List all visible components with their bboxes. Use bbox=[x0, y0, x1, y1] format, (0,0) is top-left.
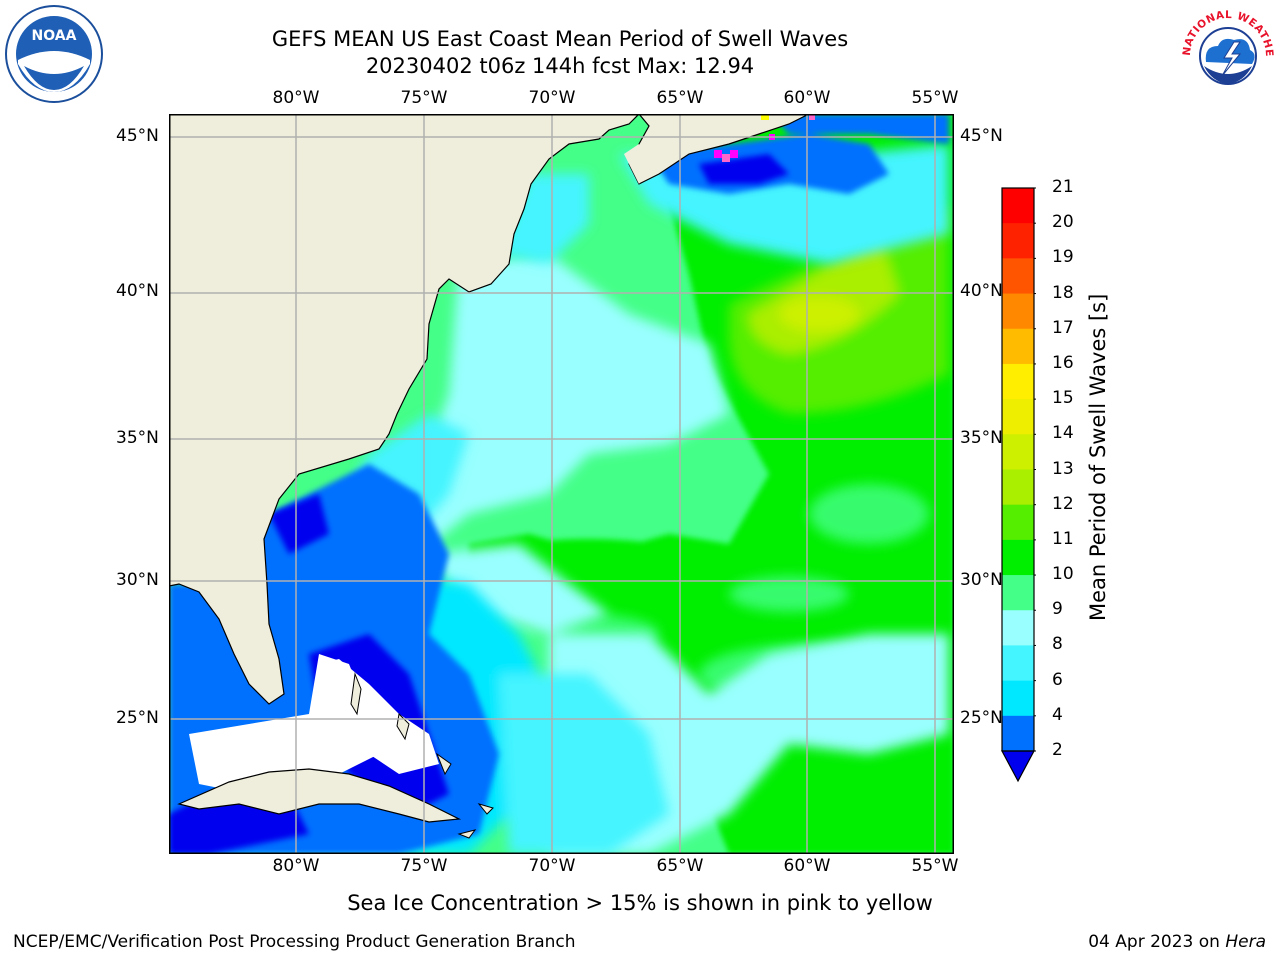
lat-label-left: 35°N bbox=[116, 428, 159, 448]
colorbar-band bbox=[1002, 223, 1034, 259]
colorbar-band bbox=[1002, 715, 1034, 752]
footer-date-text: 04 Apr 2023 on bbox=[1088, 932, 1220, 952]
footer-org: NCEP/EMC/Verification Post Processing Pr… bbox=[13, 932, 576, 952]
colorbar-tick-label: 14 bbox=[1052, 423, 1074, 444]
swell-period-map bbox=[169, 114, 954, 854]
noaa-logo-text: NOAA bbox=[32, 28, 77, 44]
lon-label-bottom: 75°W bbox=[400, 856, 448, 876]
colorbar-band bbox=[1002, 293, 1034, 330]
colorbar-tick-label: 16 bbox=[1052, 352, 1074, 373]
lat-label-right: 45°N bbox=[960, 126, 1003, 146]
lon-label-bottom: 60°W bbox=[783, 856, 831, 876]
colorbar-band bbox=[1002, 188, 1034, 224]
lat-label-left: 40°N bbox=[116, 281, 159, 301]
colorbar-tick-label: 11 bbox=[1052, 528, 1074, 549]
lon-label-bottom: 70°W bbox=[528, 856, 576, 876]
colorbar-tick-label: 10 bbox=[1052, 564, 1074, 585]
map-panel bbox=[169, 114, 954, 854]
lon-label-bottom: 55°W bbox=[911, 856, 959, 876]
colorbar bbox=[1000, 186, 1038, 786]
lon-label-bottom: 65°W bbox=[656, 856, 704, 876]
lat-label-left: 25°N bbox=[116, 708, 159, 728]
colorbar-band bbox=[1002, 258, 1034, 295]
colorbar-tick-label: 8 bbox=[1052, 634, 1063, 655]
lon-label-top: 65°W bbox=[656, 88, 704, 108]
lon-label-top: 55°W bbox=[911, 88, 959, 108]
colorbar-band bbox=[1002, 328, 1034, 365]
colorbar-tick-label: 12 bbox=[1052, 493, 1074, 514]
colorbar-tick-label: 6 bbox=[1052, 669, 1063, 690]
lon-label-top: 80°W bbox=[272, 88, 320, 108]
colorbar-swatches bbox=[1001, 187, 1038, 783]
noaa-logo: NOAA bbox=[4, 4, 104, 104]
colorbar-tick-label: 20 bbox=[1052, 212, 1074, 233]
colorbar-band bbox=[1002, 399, 1034, 435]
nws-logo: NATIONAL WEATHER SERVICE bbox=[1174, 0, 1278, 102]
lat-label-right: 25°N bbox=[960, 708, 1003, 728]
colorbar-tick-label: 4 bbox=[1052, 704, 1063, 725]
lat-label-left: 45°N bbox=[116, 126, 159, 146]
colorbar-band bbox=[1002, 610, 1034, 646]
map-frame bbox=[169, 114, 954, 854]
lon-label-top: 60°W bbox=[783, 88, 831, 108]
colorbar-tick-label: 19 bbox=[1052, 247, 1074, 268]
chart-subtitle: 20230402 t06z 144h fcst Max: 12.94 bbox=[365, 54, 755, 78]
footer-date: 04 Apr 2023 on Hera bbox=[1088, 932, 1266, 952]
colorbar-band bbox=[1002, 645, 1034, 682]
lon-label-top: 70°W bbox=[528, 88, 576, 108]
land-bay-of-fundy bbox=[624, 144, 649, 184]
period-11-12-zone bbox=[729, 204, 949, 414]
land-cuba bbox=[177, 768, 462, 823]
lat-label-right: 35°N bbox=[960, 428, 1003, 448]
colorbar-band bbox=[1002, 539, 1034, 576]
colorbar-band bbox=[1002, 504, 1034, 541]
chart-title: GEFS MEAN US East Coast Mean Period of S… bbox=[271, 27, 849, 51]
sea-ice-note: Sea Ice Concentration > 15% is shown in … bbox=[347, 891, 933, 915]
colorbar-band bbox=[1002, 680, 1034, 717]
colorbar-tick-label: 21 bbox=[1052, 177, 1074, 197]
footer-host: Hera bbox=[1225, 932, 1266, 952]
lat-label-left: 30°N bbox=[116, 570, 159, 590]
land-us-east-coast bbox=[169, 114, 640, 705]
colorbar-tick-label: 17 bbox=[1052, 317, 1074, 338]
lat-label-right: 30°N bbox=[960, 570, 1003, 590]
colorbar-band bbox=[1002, 434, 1034, 470]
colorbar-band bbox=[1002, 469, 1034, 506]
colorbar-label: Mean Period of Swell Waves [s] bbox=[1086, 293, 1110, 621]
lat-label-right: 40°N bbox=[960, 281, 1003, 301]
colorbar-band bbox=[1002, 363, 1034, 400]
colorbar-tick-label: 15 bbox=[1052, 388, 1074, 409]
lon-label-bottom: 80°W bbox=[272, 856, 320, 876]
lon-label-top: 75°W bbox=[400, 88, 448, 108]
land-bahamas bbox=[350, 672, 494, 839]
colorbar-tick-label: 13 bbox=[1052, 458, 1074, 479]
no-data-area bbox=[319, 659, 439, 774]
colorbar-band bbox=[1002, 575, 1034, 611]
map-gridlines bbox=[169, 114, 954, 854]
colorbar-tick-label: 9 bbox=[1052, 599, 1063, 620]
colorbar-extend-min bbox=[1001, 750, 1035, 783]
colorbar-tick-label: 2 bbox=[1052, 740, 1063, 760]
colorbar-tick-label: 18 bbox=[1052, 282, 1074, 303]
